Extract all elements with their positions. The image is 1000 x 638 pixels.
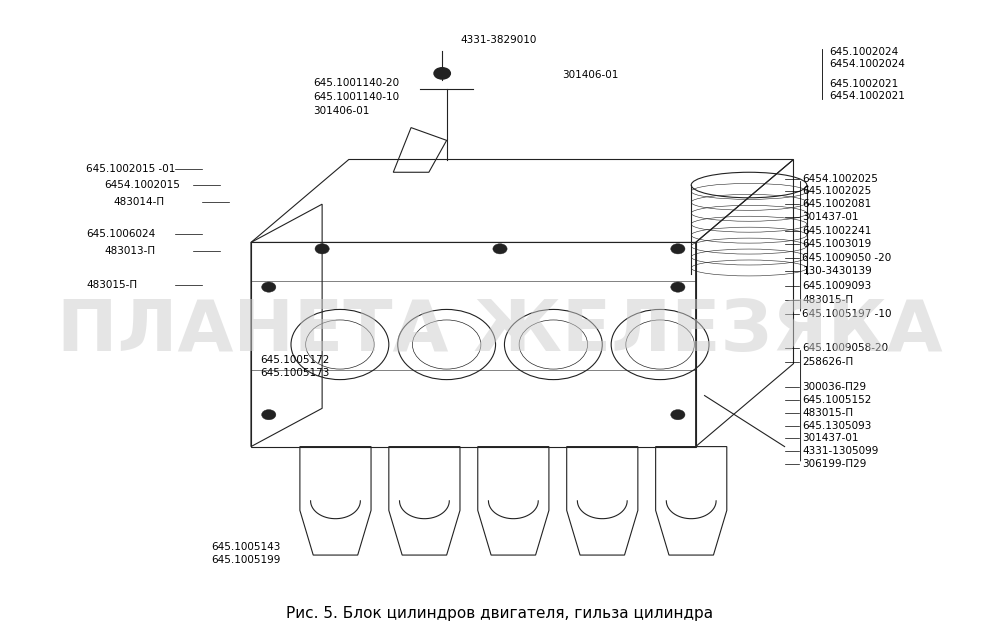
Text: 645.1002241: 645.1002241 [802, 226, 872, 236]
Text: 483013-П: 483013-П [104, 246, 155, 256]
Text: 483015-П: 483015-П [802, 408, 854, 418]
Text: 645.1005172: 645.1005172 [260, 355, 329, 366]
Circle shape [433, 67, 451, 80]
Text: 6454.1002024: 6454.1002024 [829, 59, 905, 69]
Text: 645.1305093: 645.1305093 [802, 420, 872, 431]
Text: 6454.1002015: 6454.1002015 [104, 180, 180, 190]
Text: 645.1009058-20: 645.1009058-20 [802, 343, 889, 353]
Text: 645.1005197 -10: 645.1005197 -10 [802, 309, 892, 319]
Circle shape [671, 244, 685, 254]
Text: 645.1002081: 645.1002081 [802, 199, 872, 209]
Text: 4331-3829010: 4331-3829010 [460, 34, 536, 45]
Text: 306199-П29: 306199-П29 [802, 459, 867, 469]
Text: 645.1002021: 645.1002021 [829, 79, 898, 89]
Text: 645.1005152: 645.1005152 [802, 395, 872, 405]
Text: Рис. 5. Блок цилиндров двигателя, гильза цилиндра: Рис. 5. Блок цилиндров двигателя, гильза… [286, 606, 714, 621]
Circle shape [671, 410, 685, 420]
Text: 645.1001140-20: 645.1001140-20 [313, 78, 399, 88]
Text: 258626-П: 258626-П [802, 357, 854, 367]
Text: 645.1002015 -01: 645.1002015 -01 [86, 164, 176, 174]
Text: 645.1003019: 645.1003019 [802, 239, 872, 249]
Text: 483014-П: 483014-П [113, 197, 164, 207]
Text: 483015-П: 483015-П [86, 280, 138, 290]
Circle shape [493, 244, 507, 254]
Circle shape [315, 244, 329, 254]
Text: 6454.1002025: 6454.1002025 [802, 174, 878, 184]
Text: 645.1002024: 645.1002024 [829, 47, 898, 57]
Circle shape [262, 410, 276, 420]
Circle shape [262, 282, 276, 292]
Text: 301406-01: 301406-01 [562, 70, 619, 80]
Text: 645.1009093: 645.1009093 [802, 281, 872, 291]
Text: 645.1005173: 645.1005173 [260, 368, 329, 378]
Text: 4331-1305099: 4331-1305099 [802, 446, 879, 456]
Circle shape [671, 282, 685, 292]
Text: 645.1009050 -20: 645.1009050 -20 [802, 253, 892, 263]
Text: 301437-01: 301437-01 [802, 212, 859, 222]
Text: 645.1001140-10: 645.1001140-10 [313, 92, 399, 102]
Text: 645.1002025: 645.1002025 [802, 186, 872, 197]
Text: 130-3430139: 130-3430139 [802, 266, 872, 276]
Text: 301406-01: 301406-01 [313, 106, 370, 116]
Text: 301437-01: 301437-01 [802, 433, 859, 443]
Text: ПЛАНЕТА ЖЕЛЕЗЯКА: ПЛАНЕТА ЖЕЛЕЗЯКА [57, 297, 943, 366]
Text: 645.1006024: 645.1006024 [86, 229, 156, 239]
Text: 6454.1002021: 6454.1002021 [829, 91, 905, 101]
Text: 483015-П: 483015-П [802, 295, 854, 305]
Text: 300036-П29: 300036-П29 [802, 382, 867, 392]
Text: 645.1005143: 645.1005143 [211, 542, 280, 552]
Text: 645.1005199: 645.1005199 [211, 554, 280, 565]
